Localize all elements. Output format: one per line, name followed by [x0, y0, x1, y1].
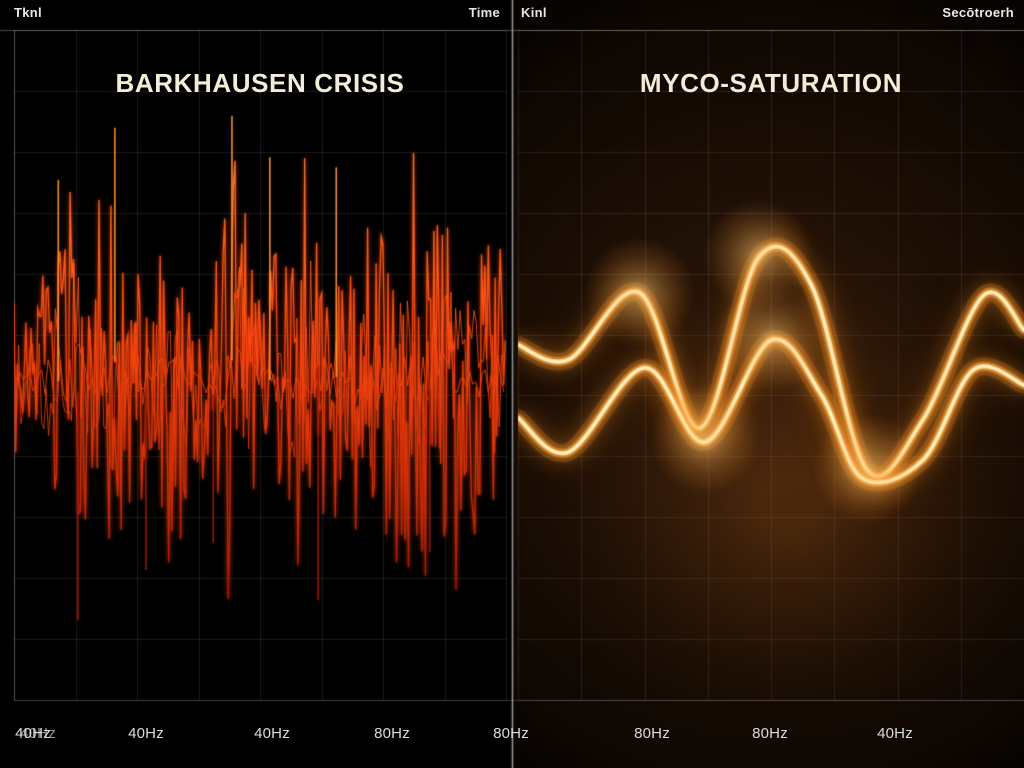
top-left-corner-label: Tknl	[14, 5, 42, 20]
x-tick-label: 40Hz	[15, 725, 51, 742]
x-tick-label: 40Hz	[128, 725, 164, 742]
top-right-corner-label: Secōtroerh	[942, 5, 1014, 20]
x-tick-label: 80Hz	[493, 725, 529, 742]
x-tick-label-ghost: 40Hz	[20, 725, 56, 742]
x-tick-label: 40Hz	[877, 725, 913, 742]
x-tick-label: 40Hz	[254, 725, 290, 742]
right-panel-unit-label: Kinl	[521, 5, 547, 20]
left-panel-unit-label: Time	[468, 5, 500, 20]
x-tick-label: 80Hz	[374, 725, 410, 742]
x-tick-label: 80Hz	[752, 725, 788, 742]
right-panel-title: MYCO-SATURATION	[639, 68, 903, 98]
x-tick-label: 80Hz	[634, 725, 670, 742]
left-panel-title: BARKHAUSEN CRISIS	[115, 68, 405, 98]
